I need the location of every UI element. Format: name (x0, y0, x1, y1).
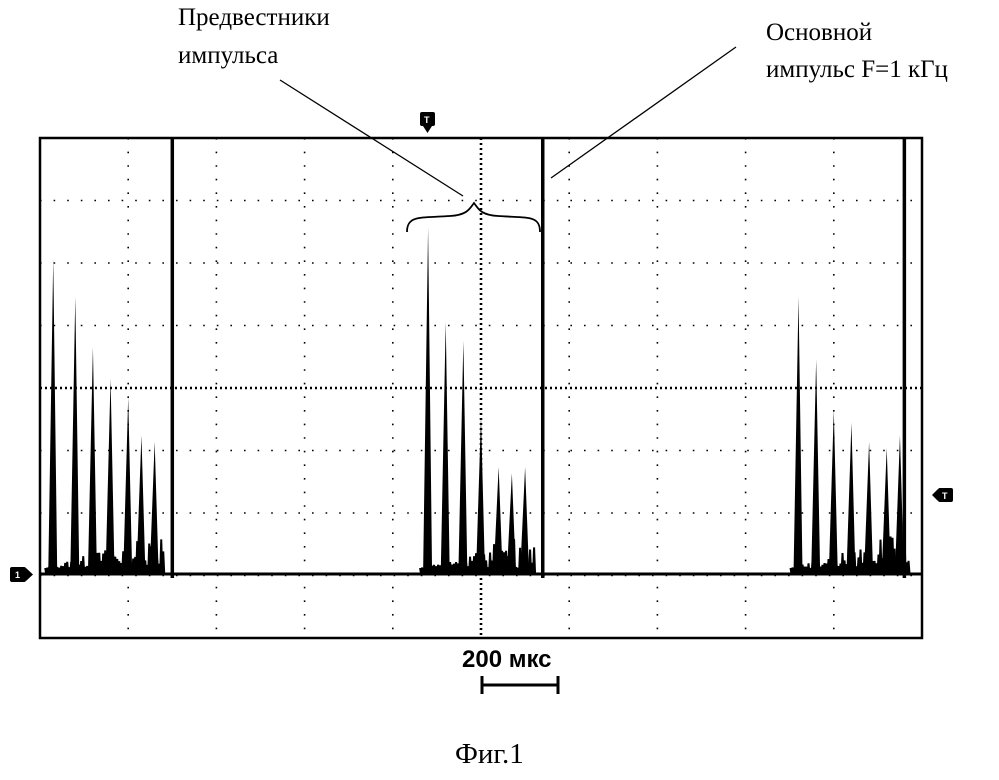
precursor-peak (882, 448, 891, 574)
channel-marker-label: 1 (15, 570, 20, 580)
precursor-peak (794, 297, 803, 574)
precursor-peak (136, 435, 145, 574)
precursor-peak (88, 347, 97, 574)
scale-bar-label: 200 мкс (462, 646, 552, 674)
precursor-peak (811, 360, 820, 574)
main-pulse-leader-line (551, 47, 736, 178)
precursor-peak (70, 297, 79, 574)
trigger-marker-top: T (420, 112, 435, 133)
main-pulse-label-line1: Основной (766, 18, 872, 48)
scale-bar (482, 676, 558, 694)
precursor-peak (48, 259, 57, 574)
figure-caption: Фиг.1 (455, 738, 524, 771)
main-pulse-label-line2: импульс F=1 кГц (766, 55, 948, 85)
precursor-peak (423, 228, 432, 575)
precursor-peak (441, 322, 450, 574)
trigger-marker-top-label: T (424, 115, 430, 125)
precursor-peak (150, 442, 159, 574)
precursor-peak (520, 467, 529, 574)
precursor-peak (846, 423, 855, 574)
precursor-peak (507, 473, 516, 574)
precursor-peak (476, 417, 485, 575)
precursor-peak (106, 379, 115, 574)
trigger-marker-right: T (932, 488, 953, 502)
precursor-brace (407, 203, 540, 232)
precursor-peak (458, 341, 467, 574)
trigger-marker-right-label: T (942, 491, 948, 501)
precursor-peak (829, 410, 838, 574)
precursor-peak (494, 467, 503, 574)
precursor-label-line2: импульса (178, 41, 278, 71)
precursor-peak (864, 442, 873, 574)
precursor-label-line1: Предвестники (178, 3, 330, 33)
noise-band (45, 539, 164, 574)
precursor-peak (123, 398, 132, 574)
channel-marker: 1 (10, 567, 33, 582)
precursor-peak (895, 435, 904, 574)
